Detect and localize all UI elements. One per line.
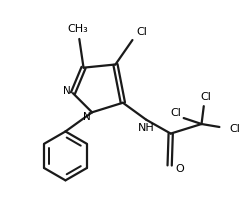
Text: Cl: Cl: [200, 92, 211, 102]
Text: Cl: Cl: [230, 124, 240, 134]
Text: CH₃: CH₃: [68, 24, 88, 34]
Text: O: O: [176, 164, 184, 174]
Text: N: N: [83, 112, 90, 122]
Text: Cl: Cl: [170, 108, 181, 118]
Text: Cl: Cl: [137, 27, 147, 37]
Text: N: N: [63, 86, 70, 97]
Text: NH: NH: [138, 123, 155, 133]
